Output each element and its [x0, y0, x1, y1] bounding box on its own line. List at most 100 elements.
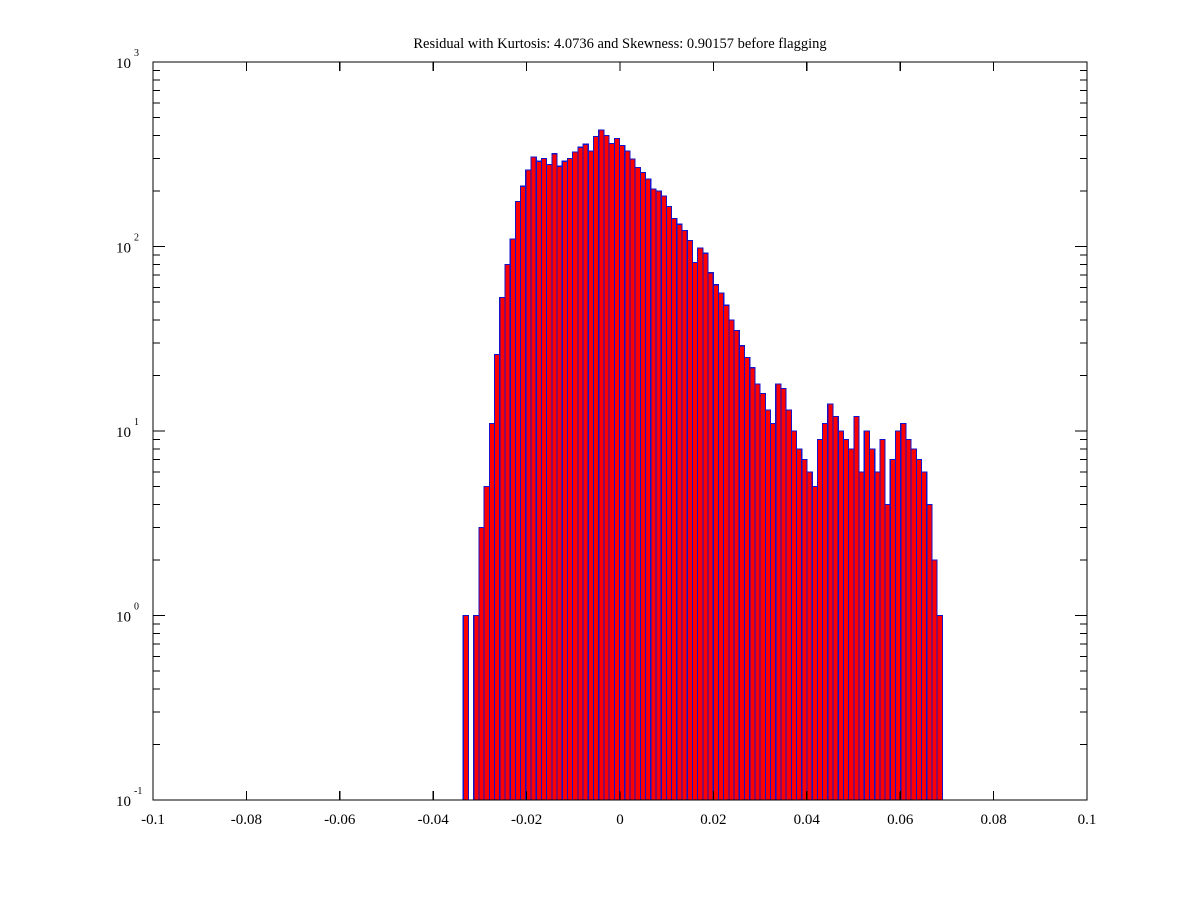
histogram-bar [733, 330, 740, 801]
axis-labels-group: -0.1 -0.08 -0.06 -0.04 -0.02 0 0.02 0.04 0.06 0.0… [116, 48, 1096, 828]
histogram-bar [868, 448, 876, 801]
histogram-bar [931, 559, 938, 801]
histogram-bar [613, 137, 621, 801]
histogram-bar [827, 403, 834, 801]
x-tick-label: -0.06 [324, 812, 356, 828]
histogram-bar [702, 252, 709, 801]
histogram-bar [759, 392, 766, 801]
x-tick-label: 0.06 [887, 812, 914, 828]
histogram-bar [707, 272, 714, 801]
histogram-bar [926, 503, 933, 801]
histogram-bar [816, 438, 824, 801]
y-tick-label-mantissa: 10 [116, 241, 131, 257]
histogram-bar [551, 153, 558, 801]
histogram-bar [743, 357, 751, 801]
histogram-bar [697, 247, 704, 801]
histogram-bar [879, 438, 886, 801]
histogram-bar [848, 448, 855, 801]
histogram-bar [566, 157, 574, 801]
histogram-bar [853, 415, 860, 801]
histogram-bar [686, 239, 694, 801]
histogram-bar [504, 263, 511, 801]
histogram-bar [520, 185, 527, 801]
histogram-bar [499, 296, 506, 801]
y-tick-label-exponent: 2 [134, 233, 139, 244]
histogram-bar [790, 430, 798, 801]
histogram-bar [629, 158, 636, 801]
histogram-bar [577, 146, 584, 801]
histogram-bar [785, 409, 792, 801]
histogram-bar [728, 319, 735, 801]
histogram-bar [644, 178, 652, 801]
histogram-bar [608, 142, 615, 801]
histogram-bar [639, 171, 647, 801]
x-tick-label: -0.04 [418, 812, 450, 828]
histogram-bar [842, 438, 850, 801]
histogram-bar [769, 422, 777, 801]
histogram-bar [634, 166, 641, 801]
histogram-bar [889, 459, 897, 801]
histogram-bars-group [462, 129, 943, 801]
y-tick-label-mantissa: 10 [116, 425, 131, 441]
axis-ticks-group [152, 61, 1088, 801]
histogram-bar [582, 143, 589, 801]
histogram-bar [676, 223, 683, 801]
x-tick-label: -0.02 [511, 812, 542, 828]
histogram-bar [488, 422, 496, 801]
histogram-bar [478, 526, 485, 801]
histogram-bar [749, 367, 756, 801]
x-tick-label: 0.08 [980, 812, 1006, 828]
histogram-bar [493, 353, 501, 801]
histogram-bar [863, 430, 871, 801]
histogram-bar [775, 383, 782, 801]
histogram-bar [530, 156, 537, 801]
histogram-bar [540, 157, 548, 801]
histogram-bar [754, 383, 761, 801]
histogram-bar [915, 459, 923, 801]
histogram-bar [795, 448, 803, 801]
y-tick-label-exponent: 0 [134, 602, 139, 613]
histogram-bar [483, 485, 490, 801]
histogram-bar [535, 160, 543, 801]
x-tick-label: -0.1 [141, 812, 165, 828]
histogram-bar [764, 409, 772, 801]
histogram-bar [738, 345, 746, 801]
histogram-bar [811, 485, 818, 801]
x-tick-label: 0.02 [700, 812, 726, 828]
histogram-bar [936, 614, 943, 801]
histogram-bar [473, 614, 480, 801]
histogram-bar [598, 129, 605, 801]
histogram-bar [525, 169, 532, 801]
histogram-bar [624, 150, 631, 801]
x-tick-label: 0.1 [1078, 812, 1097, 828]
y-tick-label-exponent: -1 [134, 786, 142, 797]
histogram-bar [780, 387, 787, 801]
histogram-bar [603, 134, 610, 801]
histogram-bar [650, 188, 657, 801]
y-tick-label-mantissa: 10 [116, 610, 131, 626]
y-tick-label-mantissa: 10 [116, 794, 131, 810]
histogram-bar [671, 217, 678, 801]
histogram-bar [884, 503, 891, 801]
histogram-bar [837, 430, 845, 801]
histogram-bar [655, 190, 662, 801]
histogram-bar [587, 150, 595, 801]
histogram-bar [905, 438, 912, 801]
histogram-bar [660, 195, 667, 801]
histogram-bar [801, 459, 808, 801]
histogram-bar [894, 430, 902, 801]
histogram-bar [920, 471, 928, 801]
histogram-bar [822, 422, 829, 801]
histogram-bar [546, 163, 553, 801]
histogram-bar [618, 145, 626, 801]
x-tick-label: 0 [616, 812, 624, 828]
histogram-bar [572, 151, 579, 801]
histogram-bar [832, 415, 839, 801]
histogram-bar [910, 448, 917, 801]
y-tick-label-exponent: 1 [134, 417, 139, 428]
histogram-bar [592, 135, 600, 801]
histogram-bar [717, 292, 725, 801]
histogram-bar [858, 471, 865, 801]
